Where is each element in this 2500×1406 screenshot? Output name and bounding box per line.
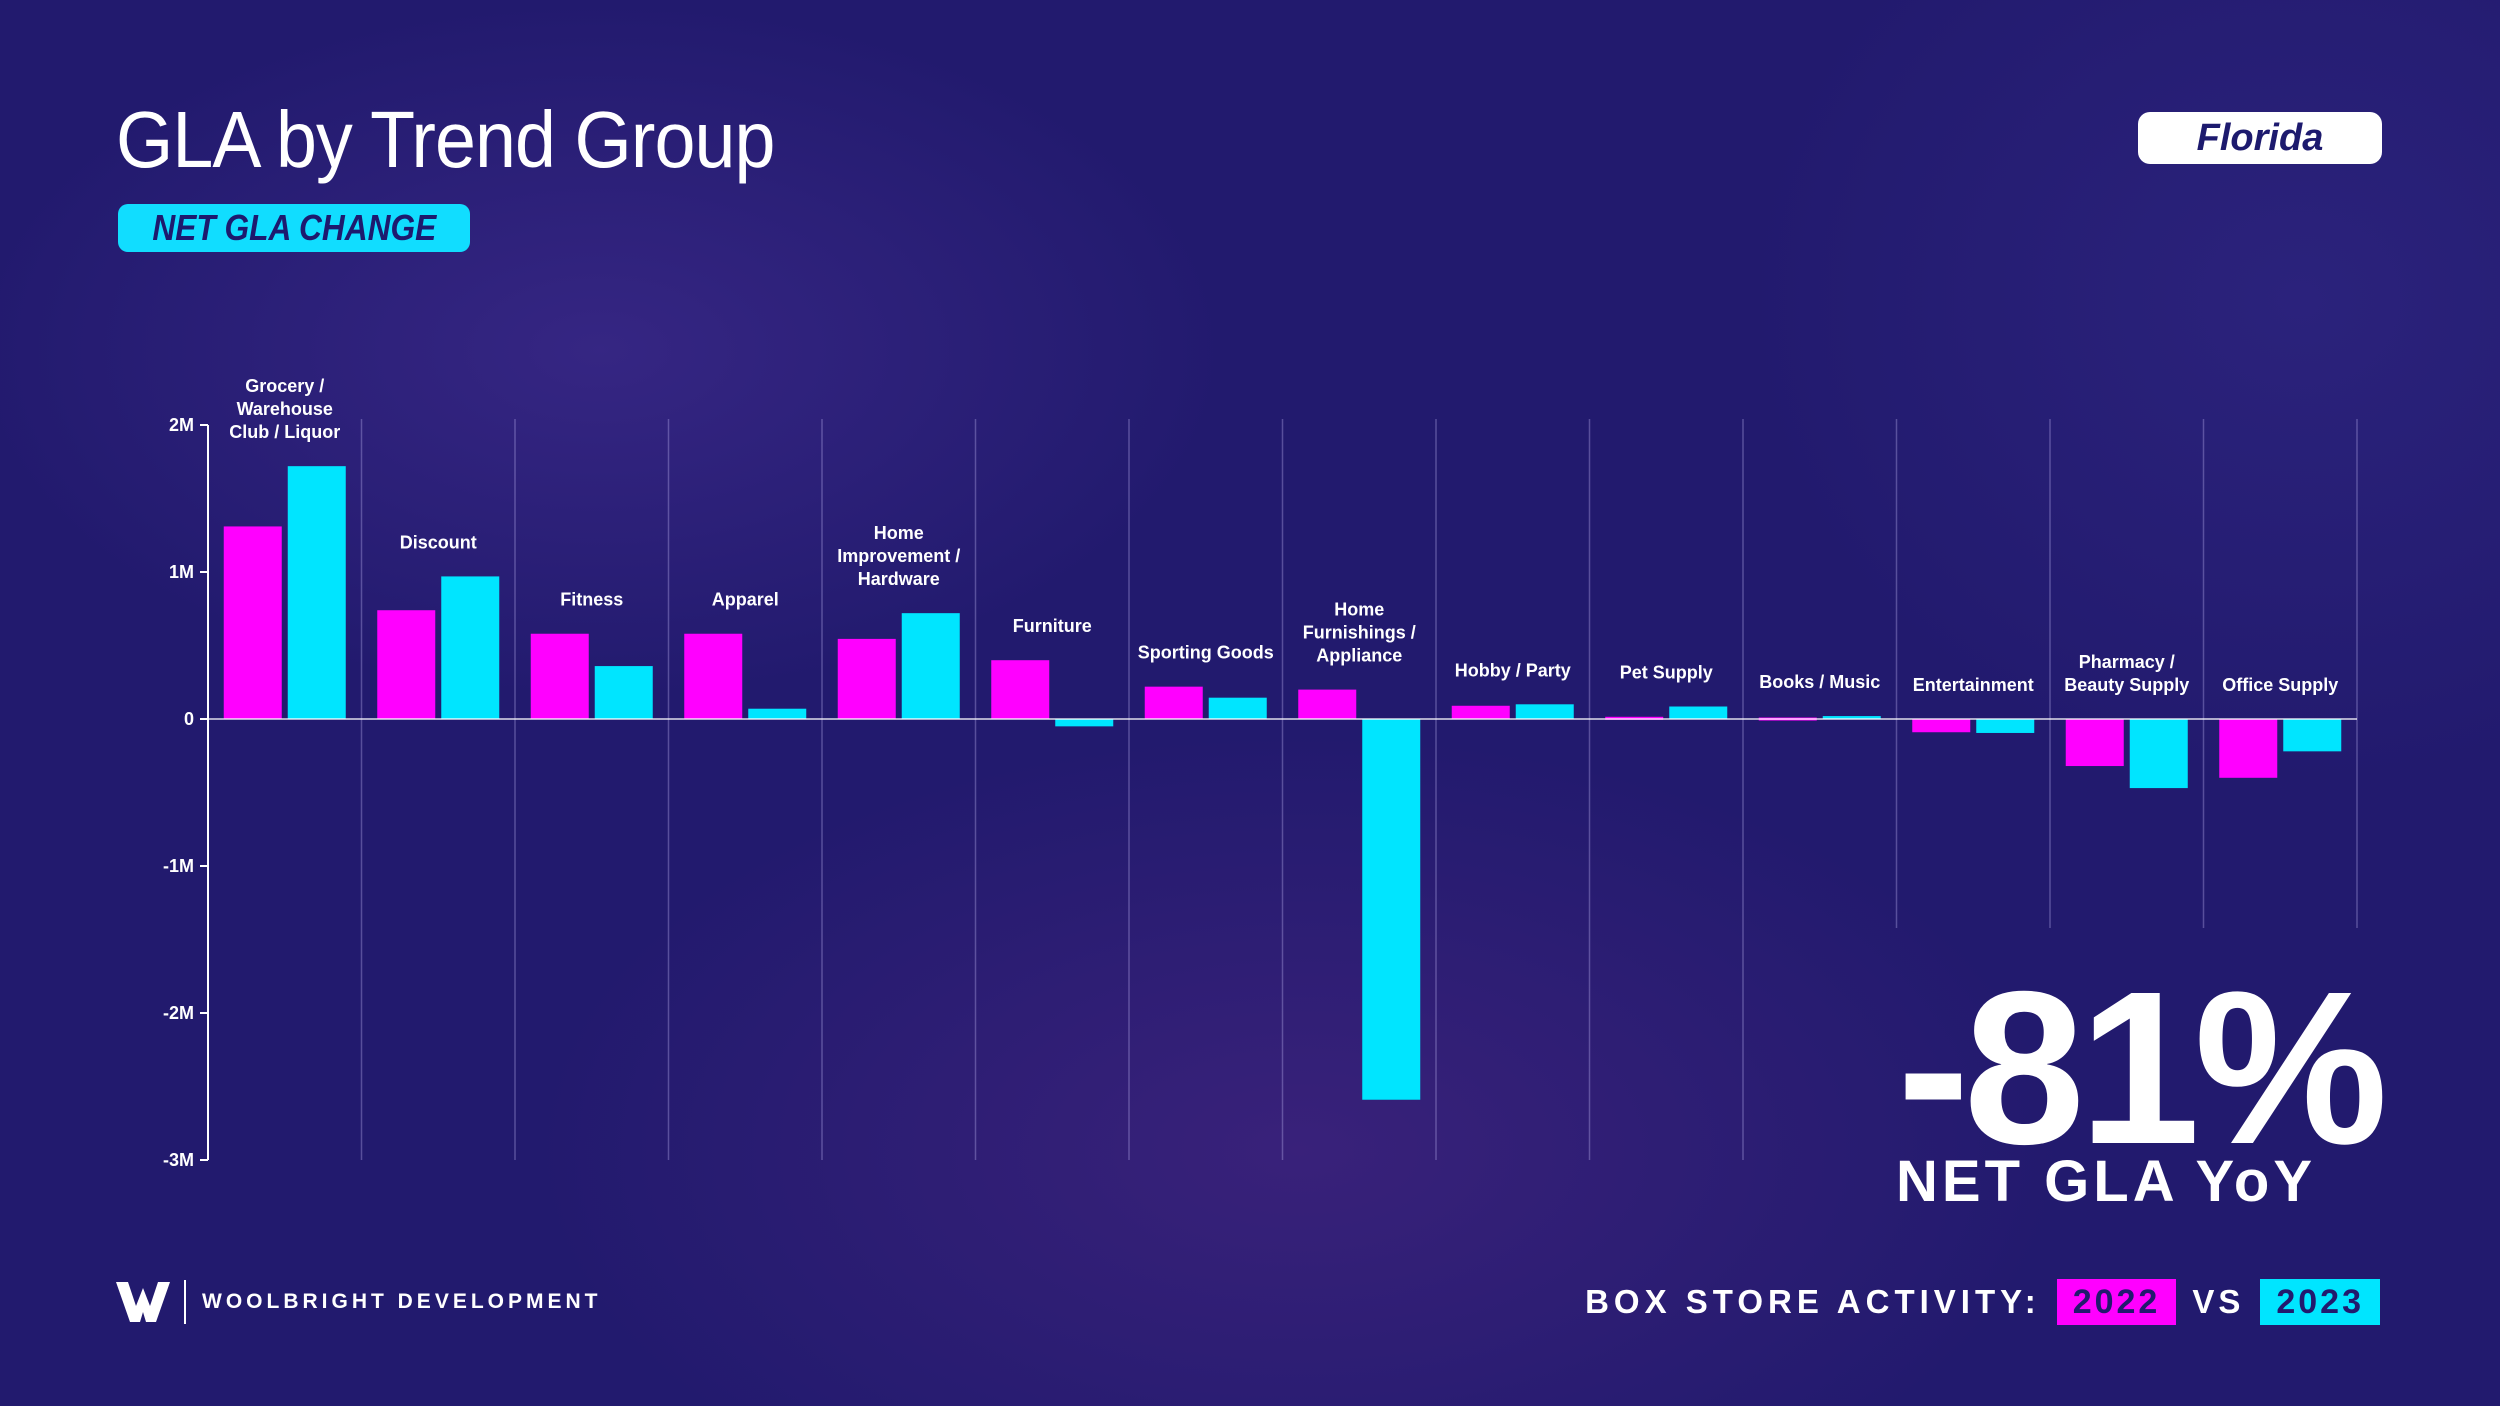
category-label-line: Office Supply — [2222, 675, 2338, 695]
bar-2023 — [1669, 706, 1728, 719]
category-label: Hobby / Party — [1455, 660, 1571, 680]
y-tick-label: -2M — [163, 1003, 194, 1023]
category-label: Apparel — [712, 590, 779, 610]
category-label-line: Books / Music — [1759, 672, 1880, 692]
category-label-line: Entertainment — [1913, 675, 2034, 695]
category-label: Office Supply — [2222, 675, 2338, 695]
logo-divider — [184, 1280, 186, 1324]
category-label-line: Apparel — [712, 590, 779, 610]
y-tick-label: 1M — [169, 562, 194, 582]
legend-vs: VS — [2192, 1283, 2245, 1320]
bar-2022 — [2219, 719, 2278, 778]
category-label: Pharmacy / Beauty Supply — [2064, 652, 2189, 695]
category-label-line: Fitness — [560, 590, 623, 610]
bar-2023 — [1055, 719, 1114, 727]
chart-bars — [223, 466, 2342, 1100]
bar-2022 — [1144, 686, 1203, 719]
bar-2022 — [684, 633, 743, 719]
y-tick-label: 2M — [169, 415, 194, 435]
category-label-line: Furnishings / — [1303, 623, 1416, 643]
w-logo-icon — [116, 1282, 170, 1322]
bar-2023 — [2283, 719, 2342, 752]
bar-2023 — [748, 708, 807, 719]
chart-legend: BOX STORE ACTIVITY: 2022 VS 2023 — [1585, 1278, 2380, 1326]
chart-category-labels: Grocery / Warehouse Club / Liquor Discount F… — [229, 376, 2338, 695]
bar-2022 — [223, 526, 282, 719]
bar-2023 — [2129, 719, 2188, 789]
bar-2022 — [837, 638, 896, 719]
category-label-line: Discount — [400, 532, 477, 552]
category-label: Fitness — [560, 590, 623, 610]
category-label-line: Grocery / — [245, 376, 324, 396]
chart-gridlines — [360, 419, 2358, 1160]
legend-title: BOX STORE ACTIVITY: — [1585, 1283, 2041, 1320]
category-label-line: Hardware — [858, 569, 940, 589]
category-label: Discount — [400, 532, 477, 552]
category-label-line: Sporting Goods — [1138, 643, 1274, 663]
bar-2023 — [1976, 719, 2035, 733]
state-text: Florida — [2196, 116, 2324, 159]
y-tick-label: 0 — [184, 709, 194, 729]
bar-2023 — [901, 613, 960, 719]
net-gla-stat-label: NET GLA YoY — [1896, 1149, 2316, 1214]
category-label-line: Pharmacy / — [2079, 652, 2175, 672]
legend-2023: 2023 — [2260, 1279, 2380, 1325]
category-label-line: Pet Supply — [1620, 663, 1713, 683]
brand-logo: WOOLBRIGHT DEVELOPMENT — [116, 1280, 602, 1324]
category-label: Books / Music — [1759, 672, 1880, 692]
bar-2022 — [1912, 719, 1971, 733]
bar-2023 — [1362, 719, 1421, 1100]
bar-2022 — [530, 633, 589, 719]
chart-y-axis: 2M 1M 0 -1M -2M -3M — [163, 415, 2357, 1170]
category-label-line: Home — [874, 523, 924, 543]
page-title: GLA by Trend Group — [116, 95, 775, 184]
state-badge: Florida — [2138, 112, 2382, 164]
bar-2022 — [1298, 689, 1357, 719]
category-label-line: Club / Liquor — [229, 422, 340, 442]
category-label: Home Improvement / Hardware — [837, 523, 960, 589]
bar-2022 — [991, 660, 1050, 719]
category-label-line: Improvement / — [837, 546, 960, 566]
category-label: Entertainment — [1913, 675, 2034, 695]
bar-2023 — [441, 576, 500, 719]
bar-2022 — [1451, 705, 1510, 719]
y-tick-label: -3M — [163, 1150, 194, 1170]
category-label-line: Furniture — [1013, 616, 1092, 636]
category-label: Home Furnishings / Appliance — [1303, 600, 1416, 666]
brand-name: WOOLBRIGHT DEVELOPMENT — [202, 1290, 602, 1313]
category-label-line: Beauty Supply — [2064, 675, 2189, 695]
category-label-line: Warehouse — [237, 399, 333, 419]
bar-2022 — [2065, 719, 2124, 767]
category-label-line: Home — [1334, 600, 1384, 620]
bar-2022 — [377, 610, 436, 719]
category-label-line: Hobby / Party — [1455, 660, 1571, 680]
category-label: Pet Supply — [1620, 663, 1713, 683]
subtitle-badge: NET GLA CHANGE — [118, 204, 470, 252]
category-label: Grocery / Warehouse Club / Liquor — [229, 376, 340, 442]
bar-2023 — [287, 466, 346, 719]
category-label-line: Appliance — [1316, 646, 1402, 666]
bar-2023 — [1515, 704, 1574, 719]
net-gla-stat-value: -81% — [1897, 947, 2388, 1190]
legend-2022: 2022 — [2056, 1279, 2177, 1325]
y-tick-label: -1M — [163, 856, 194, 876]
category-label: Sporting Goods — [1138, 643, 1274, 663]
bar-2023 — [594, 666, 653, 719]
bar-2023 — [1208, 697, 1267, 719]
subtitle-text: NET GLA CHANGE — [152, 207, 436, 248]
bar-2023 — [1822, 716, 1881, 720]
category-label: Furniture — [1013, 616, 1092, 636]
